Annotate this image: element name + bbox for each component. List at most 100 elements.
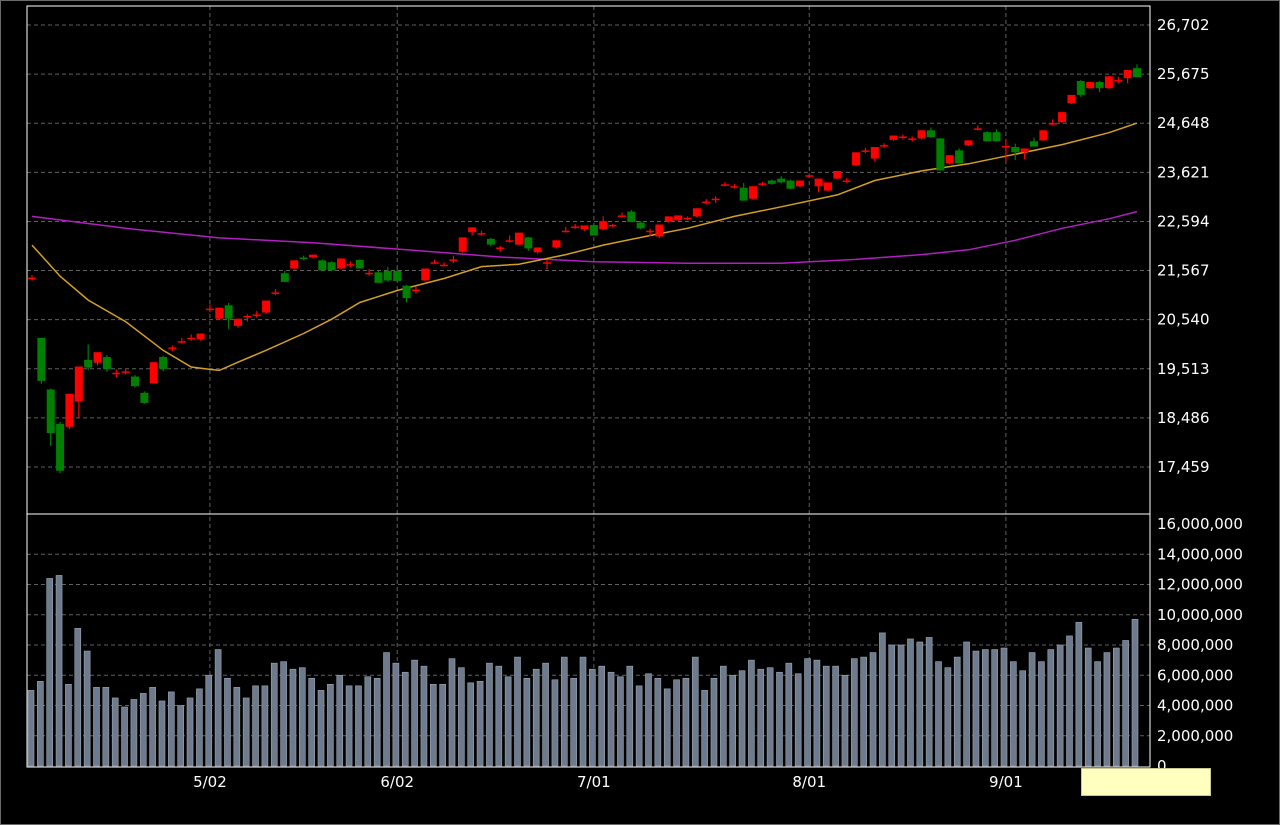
volume-bar xyxy=(411,659,418,767)
volume-bar xyxy=(65,684,72,767)
candle-body xyxy=(561,230,570,233)
price-tick-label: 17,459 xyxy=(1157,458,1210,476)
volume-bar xyxy=(720,665,727,767)
volume-bar xyxy=(851,658,858,767)
candle-body xyxy=(327,262,336,271)
volume-bar xyxy=(794,673,802,767)
volume-bar xyxy=(523,677,531,767)
up-candle xyxy=(28,275,36,281)
up-candle xyxy=(617,212,626,218)
volume-bar xyxy=(439,684,446,767)
volume-bar xyxy=(532,668,540,767)
down-candle xyxy=(739,182,748,201)
up-candle xyxy=(1114,76,1123,84)
candle-body xyxy=(196,333,205,340)
up-candle xyxy=(580,225,589,231)
up-candle xyxy=(964,140,973,147)
down-candle xyxy=(355,259,364,269)
volume-bar xyxy=(560,656,568,767)
up-candle xyxy=(823,182,832,192)
volume-bar xyxy=(953,656,961,767)
volume-bar xyxy=(673,679,680,767)
up-candle xyxy=(1001,139,1010,161)
candle-body xyxy=(486,238,495,245)
down-candle xyxy=(1076,80,1085,97)
volume-bar xyxy=(1103,652,1111,767)
candle-body xyxy=(524,237,533,249)
candle-body xyxy=(1114,80,1123,82)
candle-body xyxy=(1058,112,1067,123)
candle-body xyxy=(786,180,795,189)
candle-body xyxy=(814,178,823,187)
candle-body xyxy=(234,318,243,326)
candle-body xyxy=(992,132,1001,142)
candle-body xyxy=(973,128,982,130)
up-candle xyxy=(973,125,982,131)
volume-bar xyxy=(972,650,980,767)
volume-tick-label: 16,000,000 xyxy=(1157,515,1243,533)
volume-bar xyxy=(598,665,606,767)
candle-body xyxy=(533,247,542,253)
down-candle xyxy=(1133,64,1141,78)
volume-bar xyxy=(691,656,699,767)
candle-body xyxy=(655,224,664,237)
candle-body xyxy=(337,258,346,269)
down-candle xyxy=(636,221,645,230)
volume-bar xyxy=(1131,618,1139,767)
volume-bar xyxy=(888,644,896,767)
up-candle xyxy=(1048,119,1057,126)
candle-body xyxy=(627,211,636,223)
candle-body xyxy=(1039,130,1048,141)
up-candle xyxy=(337,258,346,269)
candle-body xyxy=(243,315,252,318)
volume-bar xyxy=(345,685,353,767)
candle-body xyxy=(580,225,589,230)
up-candle xyxy=(664,216,673,223)
down-candle xyxy=(46,388,55,446)
volume-bar xyxy=(93,687,100,767)
up-candle xyxy=(365,268,374,276)
volume-bar xyxy=(317,690,325,767)
volume-bar xyxy=(813,659,821,767)
volume-bar xyxy=(804,658,811,767)
up-candle xyxy=(290,260,299,270)
volume-bar xyxy=(1075,622,1083,767)
volume-bar xyxy=(102,687,110,767)
volume-bar xyxy=(589,668,596,767)
up-candle xyxy=(852,152,861,167)
candle-body xyxy=(983,132,992,142)
volume-bar xyxy=(701,690,708,767)
up-candle xyxy=(692,208,701,218)
down-candle xyxy=(131,375,140,388)
candle-body xyxy=(842,180,851,183)
candle-body xyxy=(355,259,364,269)
down-candle xyxy=(402,284,411,303)
volume-bar xyxy=(860,656,867,767)
volume-bar xyxy=(46,578,54,767)
volume-bar xyxy=(467,682,475,767)
volume-bar xyxy=(916,641,924,767)
volume-bar xyxy=(130,699,138,767)
up-candle xyxy=(112,369,121,378)
volume-bar xyxy=(280,661,287,767)
down-candle xyxy=(589,224,598,236)
volume-bar xyxy=(168,691,175,767)
volume-bar xyxy=(392,662,400,767)
up-candle xyxy=(711,196,720,203)
up-candle xyxy=(93,352,102,366)
up-candle xyxy=(561,226,570,233)
up-candle xyxy=(477,230,486,236)
volume-tick-label: 2,000,000 xyxy=(1157,727,1233,745)
volume-bar xyxy=(504,676,512,767)
candle-body xyxy=(833,170,842,179)
candle-body xyxy=(346,264,355,266)
volume-bar xyxy=(252,685,259,767)
candle-body xyxy=(449,259,458,261)
volume-bars xyxy=(27,575,1139,767)
price-tick-label: 24,648 xyxy=(1157,114,1210,132)
volume-bar xyxy=(289,668,297,767)
up-candle xyxy=(833,170,842,180)
up-candle xyxy=(533,247,542,254)
volume-tick-label: 6,000,000 xyxy=(1157,666,1233,684)
